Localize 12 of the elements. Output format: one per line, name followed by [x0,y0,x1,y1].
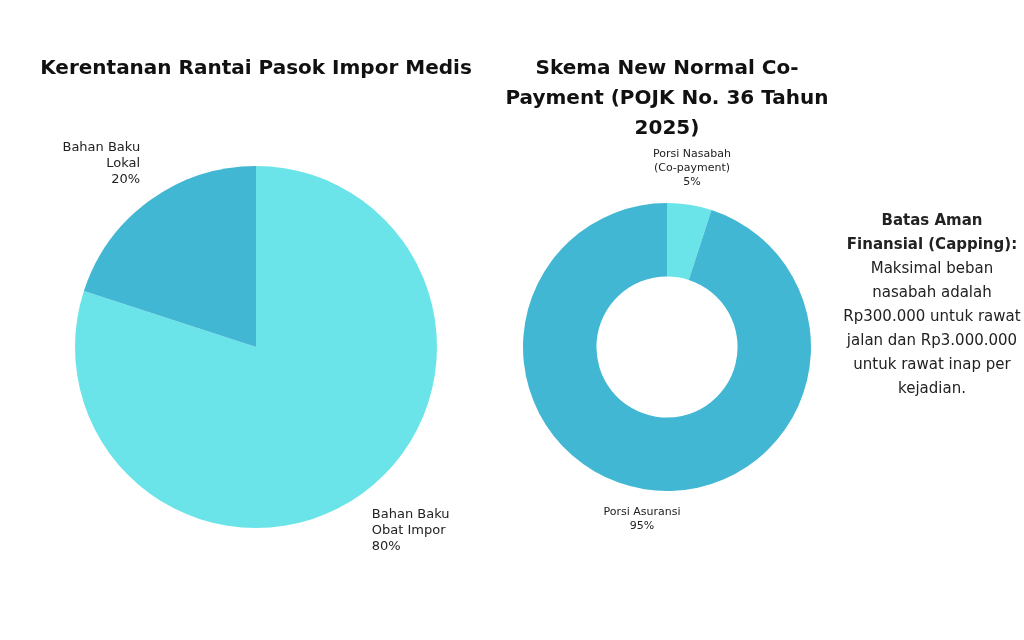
slice-label: Bahan Baku Lokal [62,139,141,170]
data-label: 95% [629,518,655,532]
text: Batas Aman Finansial (Capping): [845,210,1019,255]
slice-label: Porsi Nasabah (Co-payment) [653,146,732,174]
slice-label: Bahan Baku Obat Impor [371,505,450,537]
chart-title: Skema New Normal Co-Payment (POJK No. 36 Tahun 2025) [504,54,830,139]
slice-label: Porsi Asuransi [603,504,681,518]
data-label: 5% [683,174,701,188]
text: Maksimal beban nasabah adalah Rp300.000 untuk rawat jalan dan Rp3.000.000 untuk rawat inap per kejadian. [842,258,1022,399]
data-label: 80% [371,537,401,553]
chart-title: Kerentanan Rantai Pasok Impor Medis [40,55,472,79]
data-label: 20% [111,171,141,186]
